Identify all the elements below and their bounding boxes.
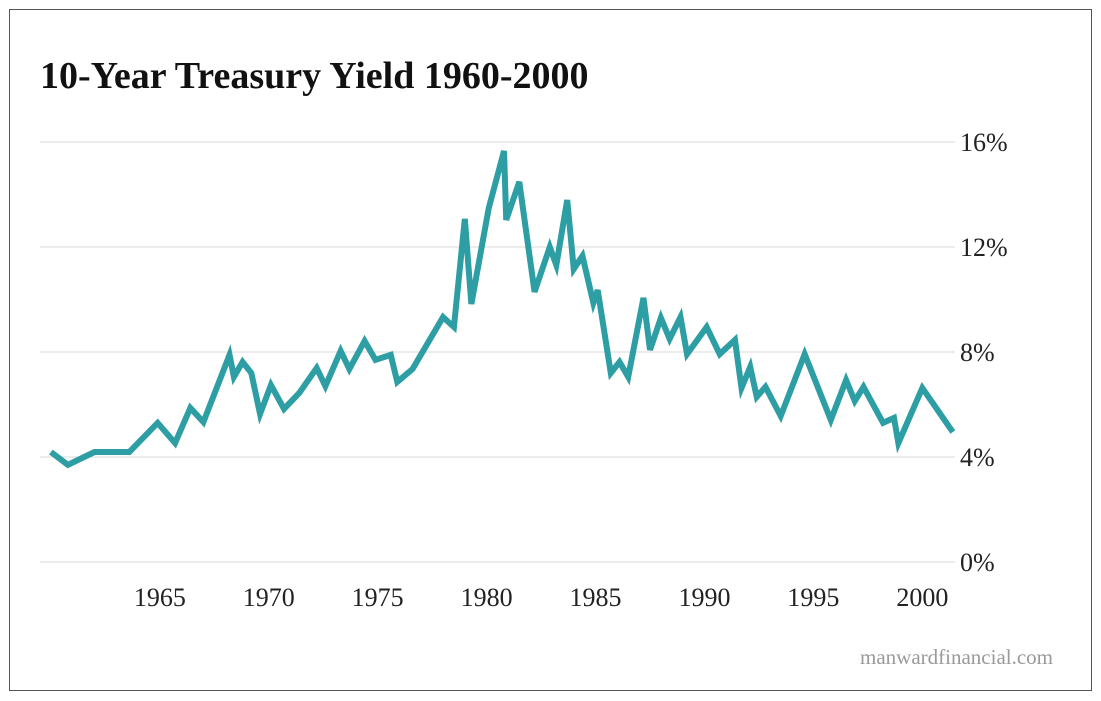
y-tick-label: 0%: [960, 548, 995, 577]
x-tick-label: 1990: [678, 583, 730, 612]
y-tick-label: 16%: [960, 128, 1008, 157]
x-tick-label: 1975: [352, 583, 404, 612]
x-tick-label: 1980: [461, 583, 513, 612]
x-tick-label: 1985: [570, 583, 622, 612]
x-tick-label: 1970: [243, 583, 295, 612]
y-tick-label: 8%: [960, 338, 995, 367]
x-tick-label: 2000: [896, 583, 948, 612]
x-tick-label: 1995: [787, 583, 839, 612]
line: [49, 150, 956, 469]
chart-title: 10-Year Treasury Yield 1960-2000: [40, 55, 589, 97]
x-tick-label: 1965: [134, 583, 186, 612]
y-tick-label: 4%: [960, 443, 995, 472]
y-tick-label: 12%: [960, 233, 1008, 262]
frame: [9, 9, 1092, 691]
source: manwardfinancial.com: [860, 645, 1053, 669]
